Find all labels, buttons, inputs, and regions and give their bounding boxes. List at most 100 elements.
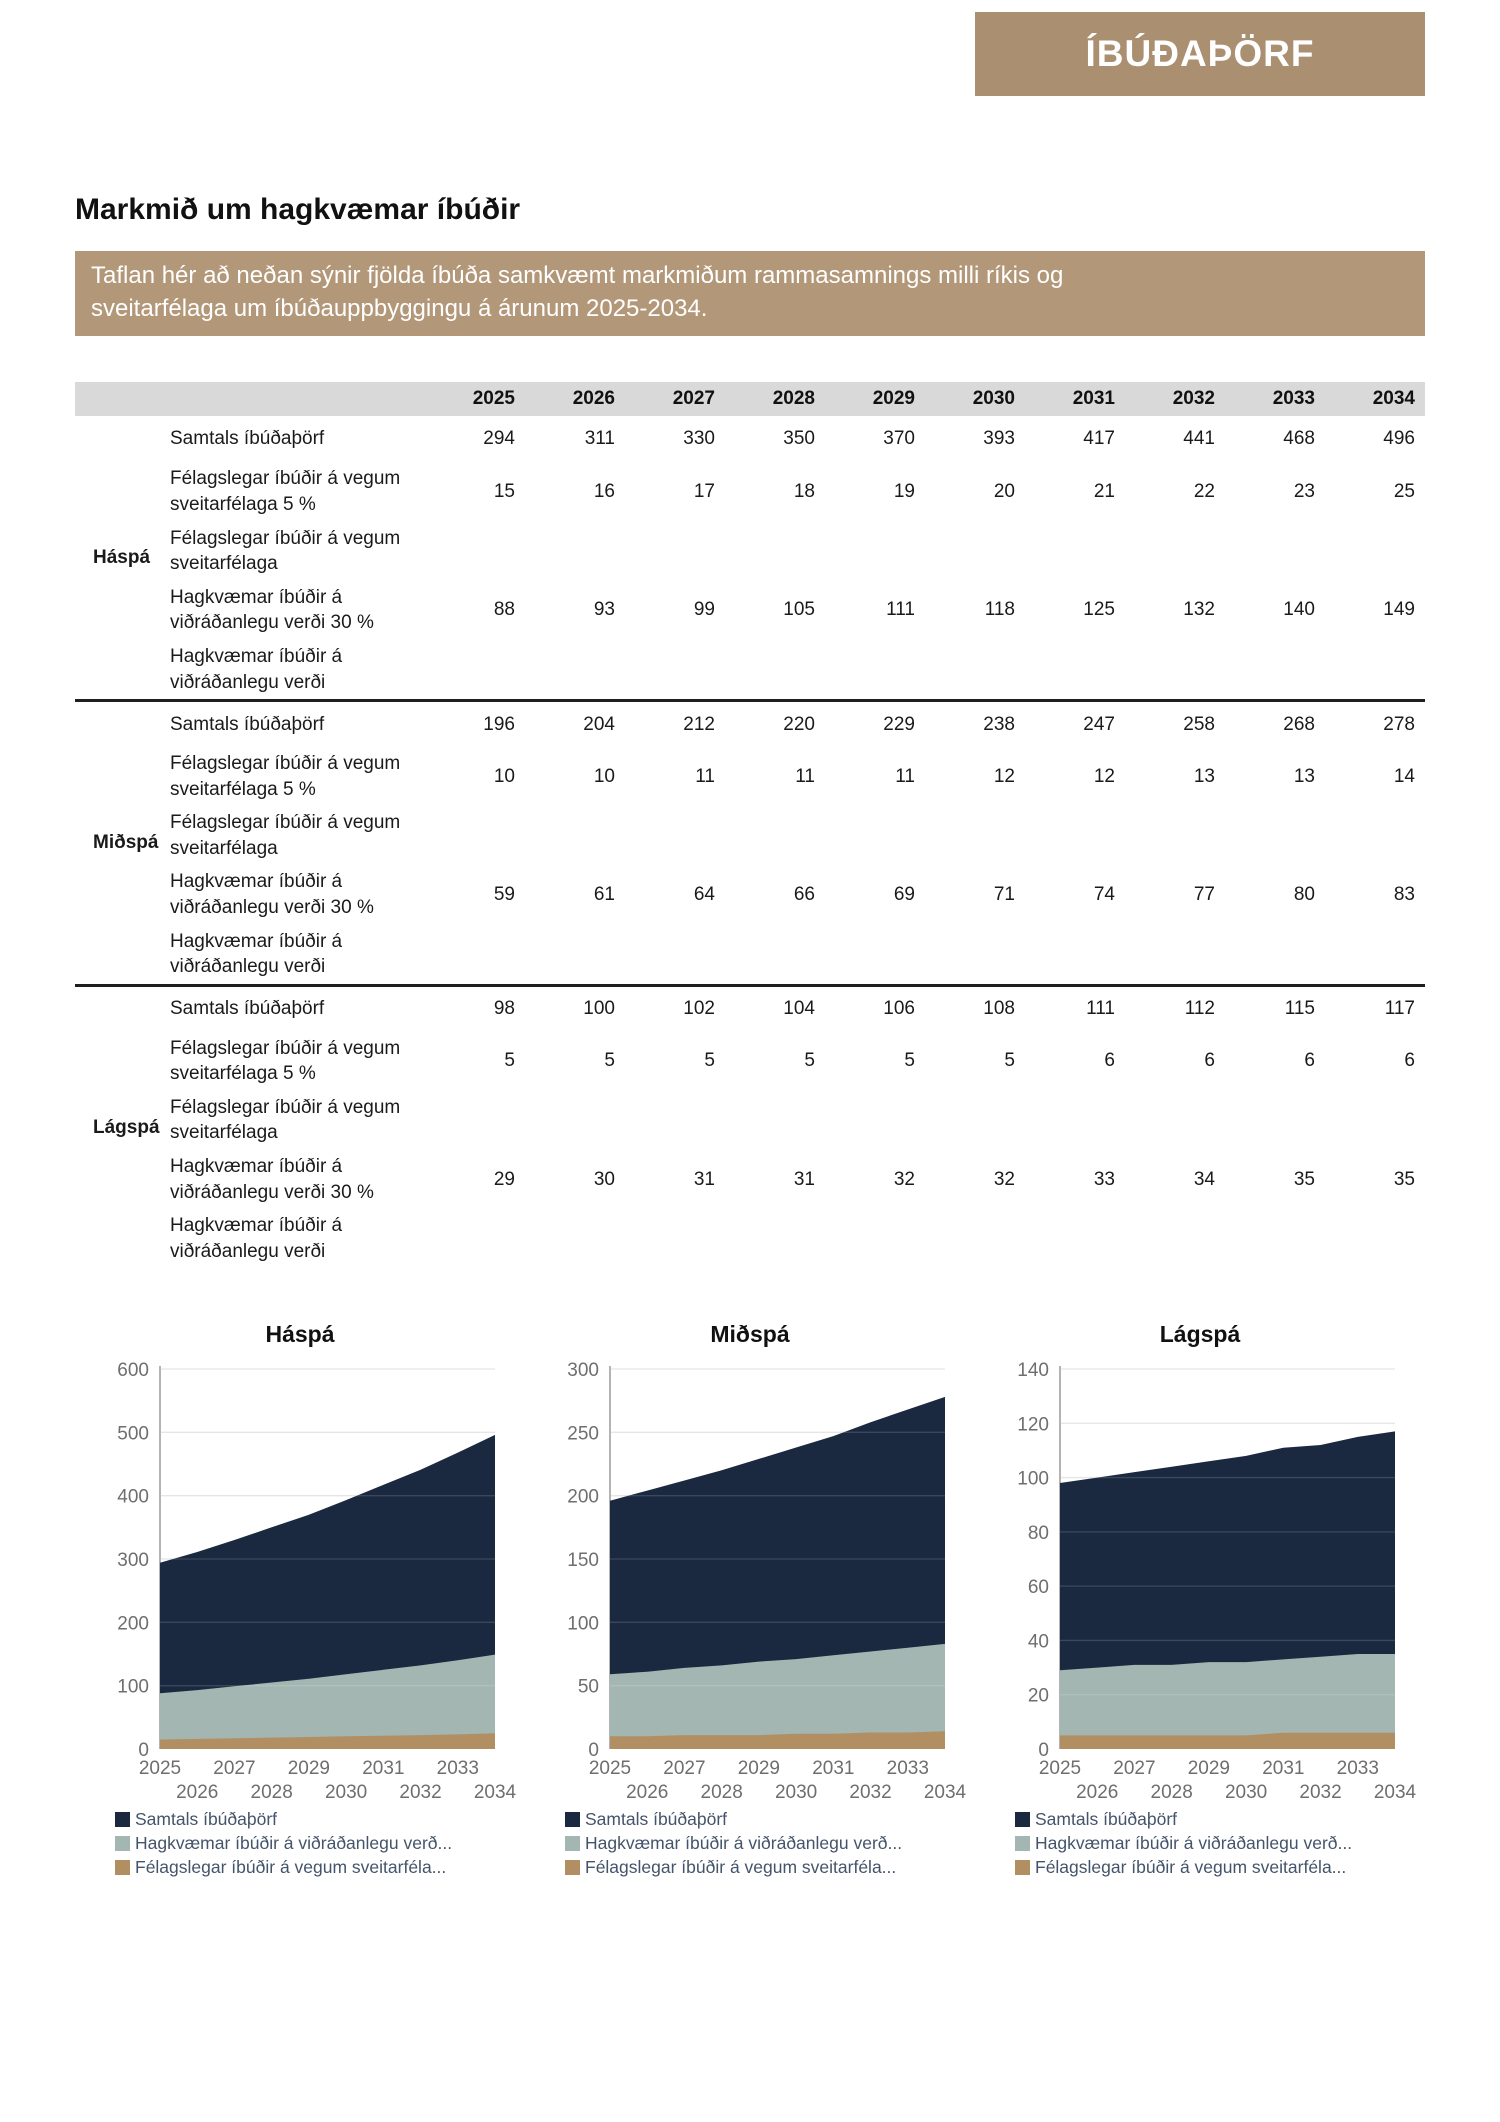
value-cell: 496 — [1383, 428, 1415, 450]
value-cell — [1125, 1091, 1225, 1150]
value-cell — [1025, 1091, 1125, 1150]
legend-item: Hagkvæmar íbúðir á viðráðanlegu verð... — [1015, 1832, 1425, 1856]
value-cell — [825, 1091, 925, 1150]
value-cell: 6 — [1104, 1050, 1115, 1072]
scenario-label: Háspá — [93, 546, 151, 568]
value-cell: 16 — [593, 480, 615, 502]
value-cell: 64 — [693, 884, 715, 906]
x-axis-tick: 2031 — [812, 1758, 854, 1779]
row-label: Hagkvæmar íbúðir á viðráðanlegu verði — [170, 930, 343, 978]
value-cell: 5 — [1004, 1050, 1015, 1072]
value-cell: 33 — [1093, 1168, 1115, 1190]
value-cell: 220 — [725, 699, 825, 747]
header-year-cell: 2027 — [625, 382, 725, 417]
chart-legend: Samtals íbúðaþörf Hagkvæmar íbúðir á viðr… — [1015, 1808, 1425, 1880]
x-axis-tick: 2029 — [1188, 1758, 1230, 1779]
table-row: Félagslegar íbúðir á vegum sveitarfélaga… — [75, 1032, 1425, 1091]
table-row: Hagkvæmar íbúðir á viðráðanlegu verði — [75, 640, 1425, 701]
legend-item: Félagslegar íbúðir á vegum sveitarféla..… — [565, 1856, 975, 1880]
value-cell: 111 — [1025, 984, 1125, 1032]
legend-item: Félagslegar íbúðir á vegum sveitarféla..… — [1015, 1856, 1425, 1880]
value-cell: 66 — [793, 884, 815, 906]
chart-title: Lágspá — [1159, 1320, 1241, 1347]
x-axis-tick: 2029 — [288, 1758, 330, 1779]
y-axis-tick: 600 — [117, 1360, 149, 1381]
value-cell — [1125, 640, 1225, 701]
area-series — [610, 1730, 945, 1749]
value-cell: 118 — [984, 599, 1015, 621]
value-cell: 108 — [925, 984, 1025, 1032]
chart-lagspa: Lágspá 0 20 40 60 80 100 120 140 2025 2026 2027 202… — [975, 1321, 1425, 1880]
value-cell: 20 — [993, 480, 1015, 502]
table-row: Félagslegar íbúðir á vegum sveitarfélaga — [75, 522, 1425, 581]
value-cell: 278 — [1325, 699, 1425, 747]
value-cell: 468 — [1283, 428, 1315, 450]
y-axis-tick: 80 — [1028, 1522, 1049, 1543]
value-cell: 393 — [983, 428, 1015, 450]
row-label: Félagslegar íbúðir á vegum sveitarfélaga… — [170, 1037, 401, 1085]
value-cell: 12 — [993, 765, 1015, 787]
value-cell: 59 — [493, 884, 515, 906]
table-row: Félagslegar íbúðir á vegum sveitarfélaga — [75, 1091, 1425, 1150]
x-axis-tick: 2026 — [1076, 1782, 1118, 1803]
value-cell: 93 — [593, 599, 615, 621]
x-axis-tick: 2032 — [399, 1782, 441, 1803]
x-axis-tick: 2034 — [924, 1782, 967, 1803]
value-cell — [1325, 640, 1425, 701]
value-cell — [825, 640, 925, 701]
value-cell — [625, 806, 725, 865]
y-axis-tick: 500 — [117, 1423, 149, 1444]
value-cell: 34 — [1193, 1168, 1215, 1190]
area-chart: 0 20 40 60 80 100 120 140 2025 2026 2027 2028 2029 20… — [1017, 1360, 1416, 1803]
value-cell: 32 — [893, 1168, 915, 1190]
value-cell: 370 — [883, 428, 915, 450]
value-cell: 112 — [1125, 984, 1225, 1032]
value-cell: 83 — [1393, 884, 1415, 906]
intro-box: Taflan hér að neðan sýnir fjölda íbúða s… — [75, 251, 1425, 337]
row-label: Samtals íbúðaþörf — [170, 428, 325, 450]
value-cell: 6 — [1404, 1050, 1415, 1072]
header-group-cell — [75, 382, 170, 417]
y-axis-tick: 400 — [117, 1486, 149, 1507]
y-axis-tick: 200 — [117, 1613, 149, 1634]
value-cell — [1225, 925, 1325, 986]
area-series — [160, 1654, 495, 1749]
y-axis-tick: 120 — [1017, 1414, 1049, 1435]
value-cell: 247 — [1025, 699, 1125, 747]
value-cell: 204 — [525, 699, 625, 747]
value-cell — [825, 925, 925, 986]
value-cell — [1125, 806, 1225, 865]
value-cell — [625, 1209, 725, 1268]
legend-item: Samtals íbúðaþörf — [115, 1808, 525, 1832]
legend-swatch-icon — [1015, 1860, 1030, 1876]
value-cell: 13 — [1293, 765, 1315, 787]
chart-title: Háspá — [265, 1320, 335, 1347]
y-axis-tick: 300 — [567, 1360, 599, 1381]
value-cell — [625, 1091, 725, 1150]
value-cell — [1025, 640, 1125, 701]
value-cell — [425, 925, 525, 986]
x-axis-tick: 2033 — [1337, 1758, 1379, 1779]
legend-swatch-icon — [115, 1836, 130, 1852]
value-cell: 117 — [1325, 984, 1425, 1032]
report-banner-title: ÍBÚÐAÞÖRF — [1085, 33, 1315, 74]
value-cell — [725, 640, 825, 701]
x-axis-tick: 2031 — [362, 1758, 404, 1779]
value-cell: 69 — [893, 884, 915, 906]
x-axis-tick: 2034 — [474, 1782, 517, 1803]
area-series — [1060, 1653, 1395, 1749]
value-cell — [525, 1091, 625, 1150]
table-row: Hagkvæmar íbúðir á viðráðanlegu verði — [75, 1209, 1425, 1268]
x-axis-tick: 2025 — [139, 1758, 181, 1779]
y-axis-tick: 50 — [578, 1676, 599, 1697]
value-cell — [1225, 1209, 1325, 1268]
x-axis-tick: 2029 — [738, 1758, 780, 1779]
header-year-cell: 2033 — [1225, 382, 1325, 417]
row-label: Hagkvæmar íbúðir á viðráðanlegu verði — [170, 1215, 343, 1262]
header-year-cell: 2028 — [725, 382, 825, 417]
y-axis-tick: 20 — [1028, 1685, 1049, 1706]
value-cell — [625, 925, 725, 986]
legend-label: Samtals íbúðaþörf — [585, 1809, 728, 1830]
value-cell — [1125, 925, 1225, 986]
